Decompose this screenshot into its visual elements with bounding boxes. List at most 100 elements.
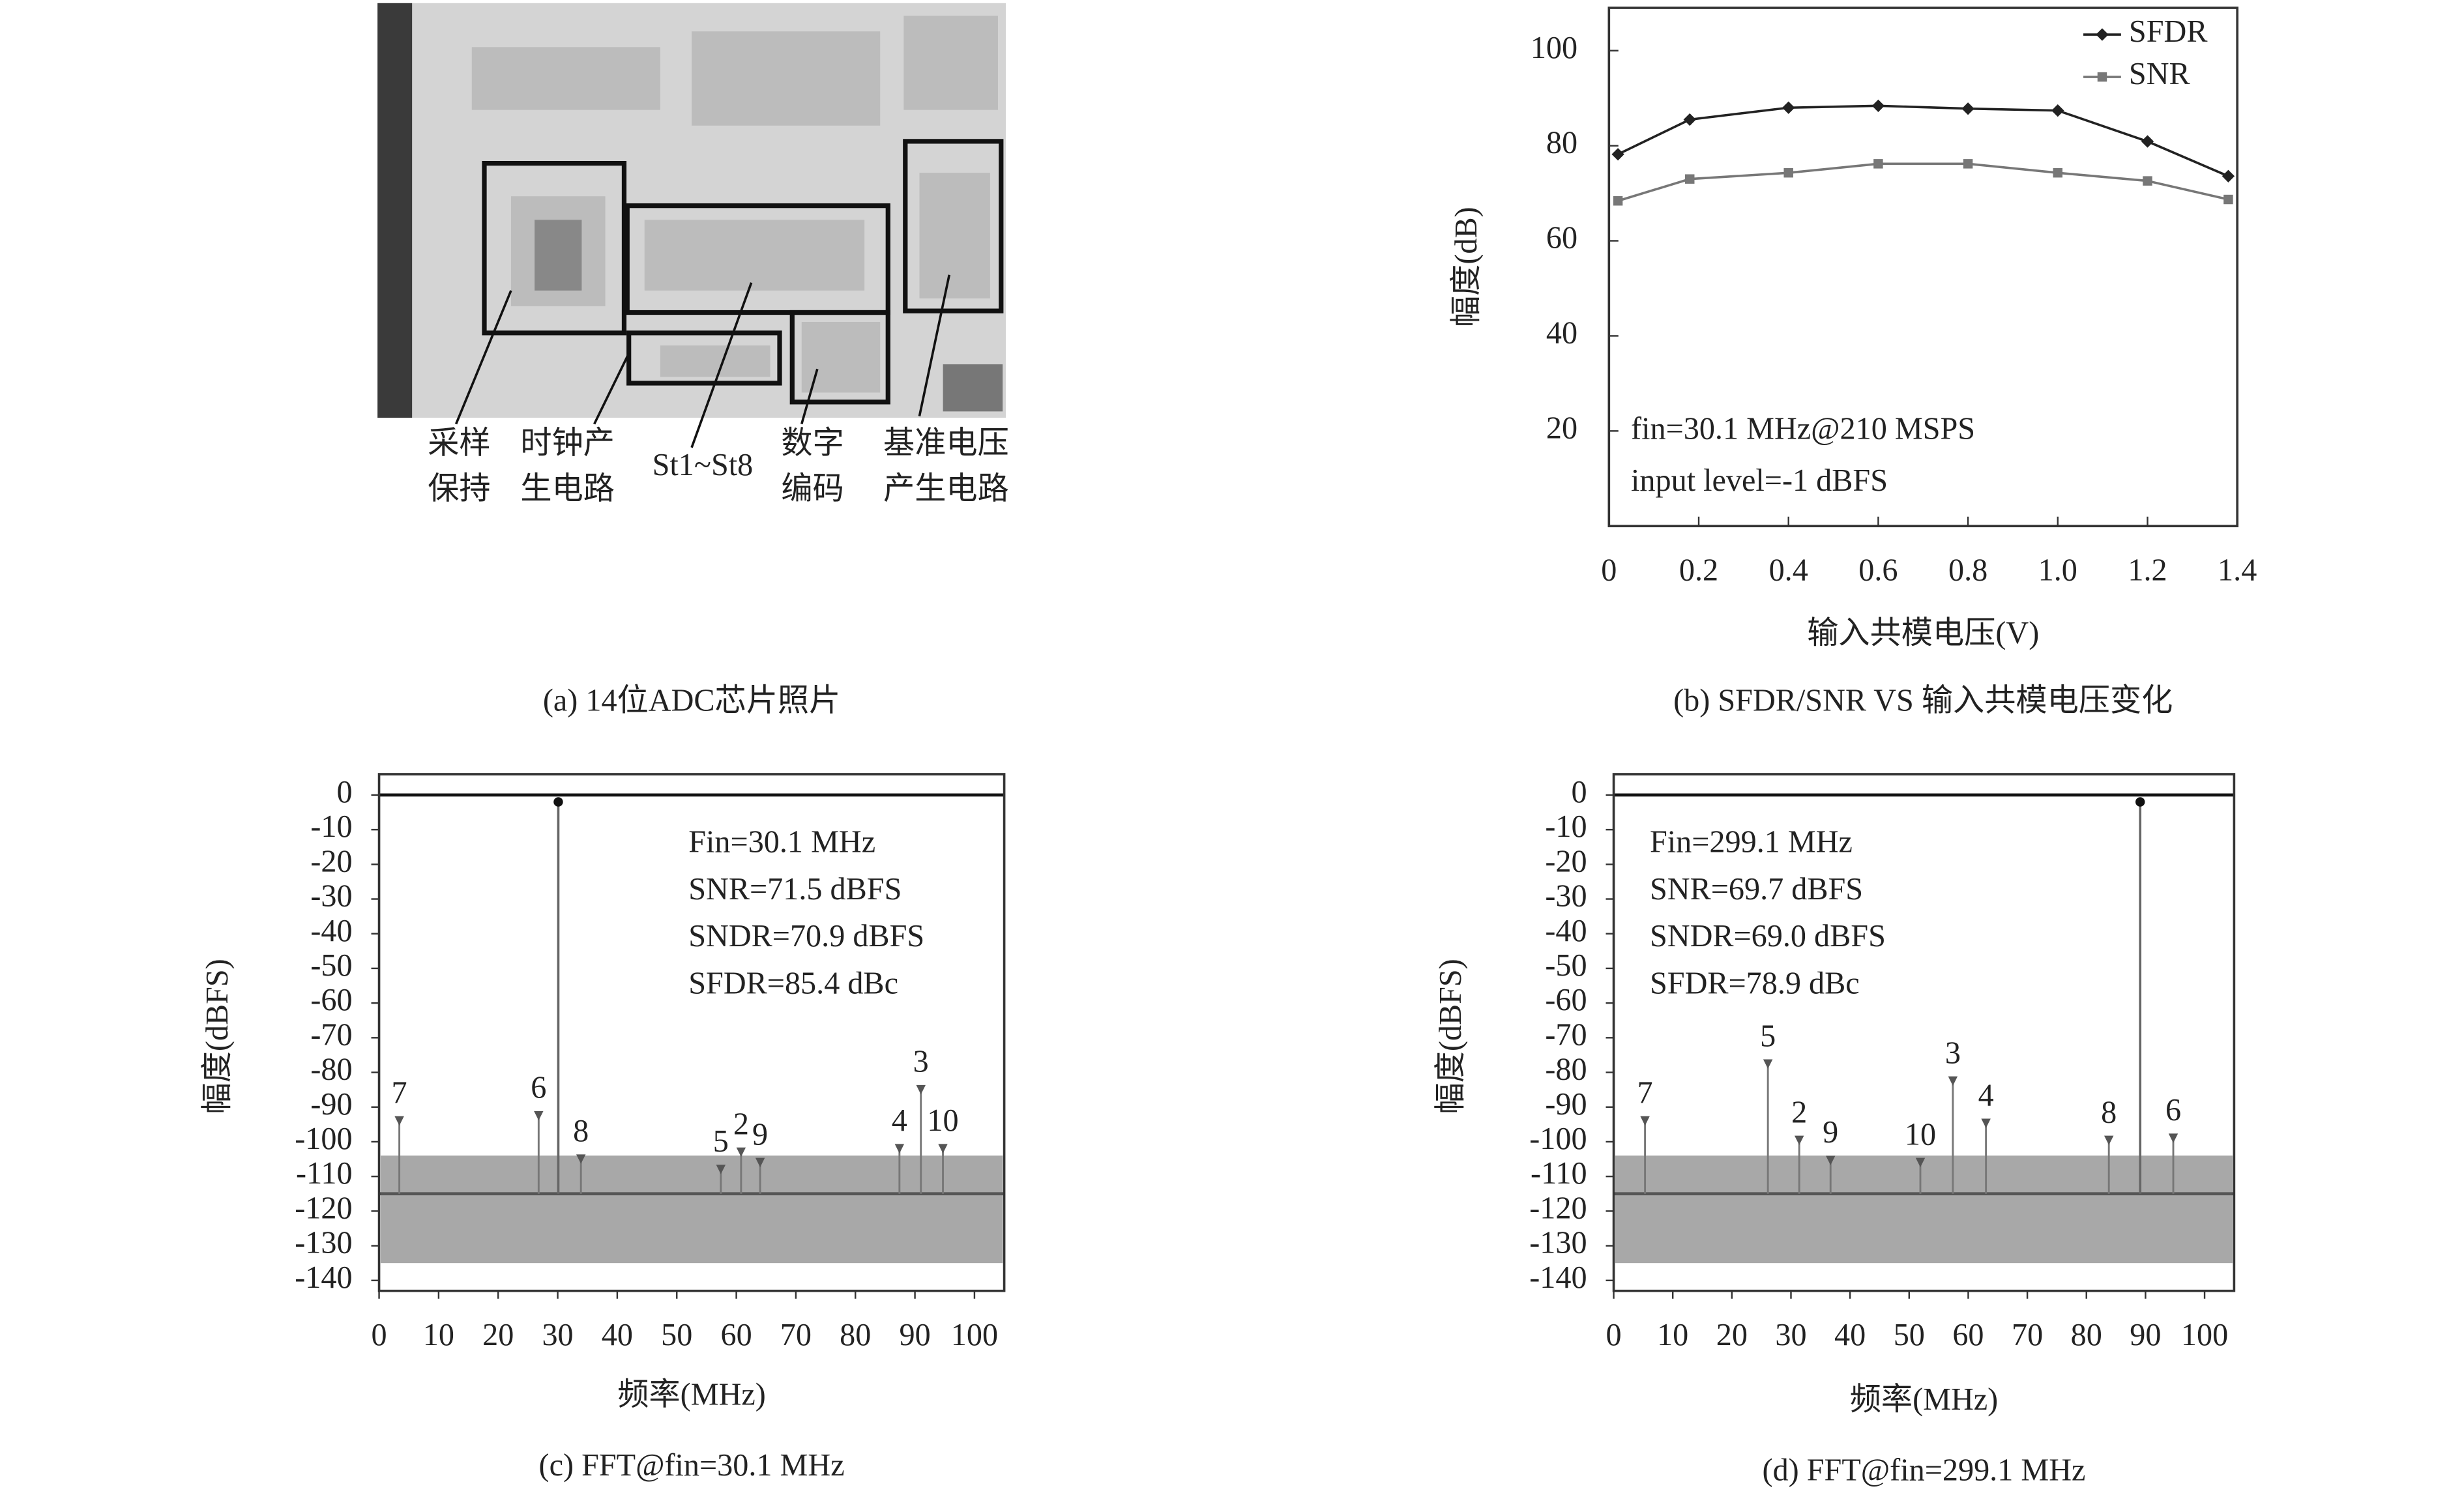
x-axis-label: 频率(MHz) <box>617 1378 766 1412</box>
y-tick-label: -30 <box>1545 879 1587 914</box>
leader-lines <box>454 274 951 448</box>
x-tick-label: 1.2 <box>2128 553 2167 588</box>
spur-label: 8 <box>573 1114 589 1148</box>
x-tick-label: 0.4 <box>1769 553 1808 588</box>
marker <box>1873 159 1883 169</box>
spur-label: 8 <box>2101 1095 2117 1129</box>
y-tick-label: -110 <box>1531 1156 1587 1191</box>
x-tick-label: 0 <box>1606 1318 1622 1352</box>
x-tick-label: 1.4 <box>2218 553 2257 588</box>
spur-marker <box>736 1147 746 1157</box>
spur-label: 9 <box>752 1117 768 1152</box>
noise-band <box>1615 1155 2233 1264</box>
y-tick-label: -80 <box>310 1052 352 1087</box>
spur-label: 7 <box>392 1076 407 1110</box>
spur-label: 5 <box>1760 1019 1776 1053</box>
spur-marker <box>716 1165 726 1174</box>
y-tick-label: -60 <box>310 983 352 1017</box>
annotation: Fin=299.1 MHz <box>1650 824 1853 859</box>
x-tick-label: 80 <box>2071 1318 2102 1352</box>
spur-label: 2 <box>733 1107 749 1141</box>
spur-marker <box>1826 1155 1836 1165</box>
y-tick-label: -70 <box>310 1017 352 1052</box>
y-tick-label: 60 <box>1546 221 1577 255</box>
region-label: 产生电路 <box>883 471 1009 506</box>
x-tick-label: 40 <box>1834 1318 1866 1352</box>
spur-marker <box>938 1144 948 1154</box>
spur-label: 5 <box>713 1124 729 1159</box>
marker <box>1782 101 1795 114</box>
region-label: 采样 <box>428 426 490 460</box>
noise-band <box>380 1155 1003 1264</box>
legend-label: SNR <box>2129 57 2191 91</box>
spur-label: 10 <box>927 1103 958 1138</box>
spur-marker <box>576 1154 586 1164</box>
x-tick-label: 0.8 <box>1948 553 1987 588</box>
caption: (b) SFDR/SNR VS 输入共模电压变化 <box>1673 684 2173 718</box>
series-line <box>1617 162 2229 202</box>
annotation: fin=30.1 MHz@210 MSPS <box>1631 412 1975 446</box>
x-tick-label: 30 <box>1775 1318 1806 1352</box>
y-tick-label: -140 <box>295 1260 352 1295</box>
fundamental-marker <box>2135 797 2145 807</box>
spur-marker <box>534 1110 544 1121</box>
y-axis-label: 幅度(dBFS) <box>200 959 235 1114</box>
x-tick-label: 100 <box>951 1318 998 1352</box>
y-tick-label: -10 <box>310 809 352 844</box>
y-tick-label: -50 <box>1545 948 1587 983</box>
plot-frame <box>1612 773 2236 1292</box>
x-tick-label: 30 <box>542 1318 573 1352</box>
chip-photo <box>377 3 1006 448</box>
y-tick-label: -80 <box>1545 1052 1587 1087</box>
marker <box>1963 159 1973 169</box>
marker <box>2053 167 2063 178</box>
x-tick-label: 20 <box>1716 1318 1748 1352</box>
x-tick-label: 40 <box>602 1318 633 1352</box>
region-label: 基准电压 <box>883 426 1009 460</box>
spur-label: 10 <box>1905 1117 1936 1152</box>
x-tick-label: 60 <box>720 1318 752 1352</box>
pad-column <box>377 3 413 418</box>
y-tick-label: 100 <box>1531 31 1577 65</box>
annotation: Fin=30.1 MHz <box>688 824 875 859</box>
y-axis-label: 幅度(dBFS) <box>1433 959 1468 1114</box>
y-tick-label: 80 <box>1546 126 1577 160</box>
series-line <box>1617 104 2229 177</box>
y-tick-label: -70 <box>1545 1017 1587 1052</box>
spur-marker <box>394 1116 404 1126</box>
y-tick-label: -100 <box>295 1122 352 1156</box>
annotation: input level=-1 dBFS <box>1631 463 1888 498</box>
spur-marker <box>1948 1076 1958 1086</box>
marker <box>1685 174 1695 184</box>
x-tick-label: 0 <box>372 1318 387 1352</box>
y-tick-label: -90 <box>1545 1087 1587 1122</box>
marker <box>1871 99 1885 112</box>
spur-marker <box>1915 1157 1926 1168</box>
y-tick-label: -60 <box>1545 983 1587 1017</box>
spur-marker <box>1763 1059 1773 1069</box>
region-label: 生电路 <box>520 471 615 506</box>
spur-marker <box>2168 1133 2178 1143</box>
y-tick-label: -50 <box>310 948 352 983</box>
x-tick-label: 70 <box>780 1318 812 1352</box>
x-tick-label: 10 <box>1657 1318 1688 1352</box>
spur-marker <box>894 1144 905 1154</box>
y-tick-label: -100 <box>1529 1122 1587 1156</box>
spur-label: 9 <box>1823 1115 1838 1150</box>
spur-label: 4 <box>892 1103 907 1138</box>
marker <box>2223 194 2233 205</box>
x-tick-label: 1.0 <box>2038 553 2077 588</box>
x-tick-label: 80 <box>840 1318 871 1352</box>
x-tick-label: 0 <box>1601 553 1617 588</box>
x-tick-label: 90 <box>2130 1318 2161 1352</box>
x-tick-label: 20 <box>482 1318 514 1352</box>
y-tick-label: -120 <box>1529 1191 1587 1225</box>
y-tick-label: 0 <box>336 775 352 809</box>
plot-frame <box>377 773 1006 1292</box>
y-tick-label: -140 <box>1529 1260 1587 1295</box>
x-tick-label: 70 <box>2012 1318 2043 1352</box>
annotation: SFDR=78.9 dBc <box>1650 966 1860 1000</box>
spur-marker <box>1794 1135 1804 1146</box>
y-tick-label: -130 <box>295 1226 352 1260</box>
annotation: SNDR=69.0 dBFS <box>1650 919 1886 953</box>
